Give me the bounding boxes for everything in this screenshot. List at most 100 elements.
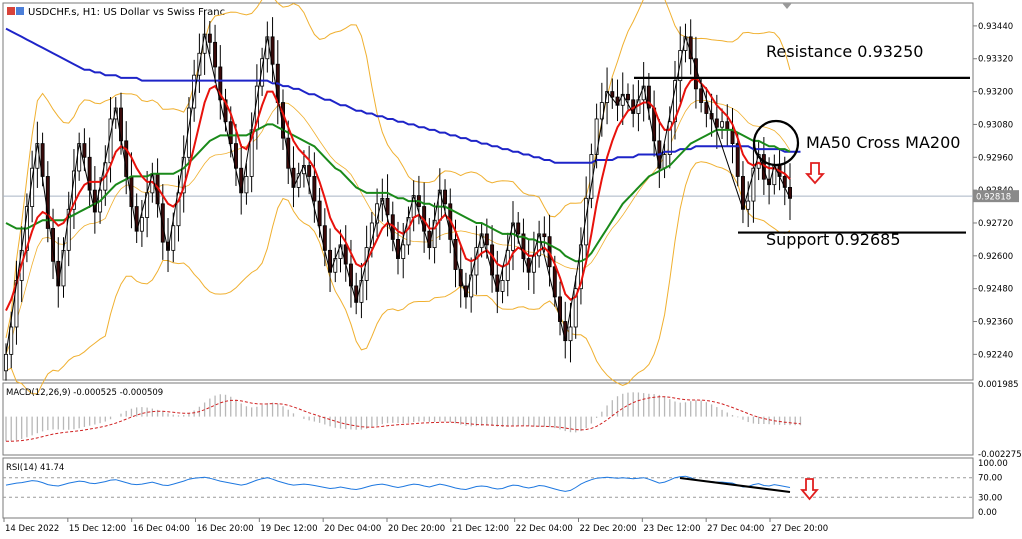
candle-body [244, 176, 249, 194]
chart-icon-blue[interactable] [16, 7, 24, 15]
price-tick-label: 0.92480 [978, 285, 1013, 295]
support-label: Support 0.92685 [766, 230, 901, 249]
price-tick-label: 0.92600 [978, 252, 1013, 262]
ma-cross-circle [752, 119, 800, 167]
candle-body [286, 137, 291, 169]
moving-averages [5, 27, 801, 312]
macd-panel[interactable] [2, 382, 974, 456]
candle-body [500, 280, 505, 292]
candle-body [788, 186, 792, 199]
rsi-tick-label: 70.00 [978, 474, 1002, 484]
candle-body [704, 102, 709, 114]
candle-body [9, 326, 14, 355]
main-price-panel[interactable] [2, 2, 974, 381]
time-tick-label: 21 Dec 12:00 [452, 524, 509, 534]
candle-body [228, 121, 233, 144]
macd-signal-line [5, 396, 801, 442]
candlesticks [4, 10, 792, 381]
time-tick-label: 27 Dec 04:00 [707, 524, 764, 534]
time-tick-label: 22 Dec 04:00 [516, 524, 573, 534]
price-tick-label: 0.92360 [978, 318, 1013, 328]
rsi-tick-label: 30.00 [978, 493, 1002, 503]
candle-body [443, 189, 448, 205]
candle-body [66, 208, 71, 251]
chart-icon-red[interactable] [7, 7, 15, 15]
support-resistance-lines[interactable] [634, 76, 970, 234]
candle-body [521, 233, 526, 259]
price-tick-label: 0.92720 [978, 219, 1013, 229]
candle-body [186, 107, 191, 158]
rsi-series: 100.00 70.00 30.00 0.00 [3, 459, 1008, 518]
rsi-panel[interactable] [2, 457, 974, 519]
candle-body [82, 143, 87, 158]
ma-cross-label: MA50 Cross MA200 [806, 133, 960, 152]
ma200-line [5, 27, 801, 164]
time-axis: 14 Dec 2022 15 Dec 12:00 16 Dec 04:00 16 De… [3, 518, 828, 534]
chart-shift-marker-icon[interactable] [782, 3, 792, 9]
current-price-label: 0.92818 [976, 193, 1011, 203]
candle-body [751, 167, 756, 202]
candle-body [359, 280, 364, 303]
candle-body [714, 118, 719, 128]
candle-body [207, 33, 212, 43]
time-tick-label: 22 Dec 20:00 [580, 524, 637, 534]
zigzag-line [5, 33, 791, 355]
candle-body [223, 99, 228, 123]
macd-tick-label: -0.002275 [978, 450, 1022, 460]
candle-body [213, 41, 218, 68]
candle-body [317, 200, 322, 227]
candle-body [265, 36, 270, 60]
candle-body [484, 233, 489, 246]
time-tick-label: 27 Dec 20:00 [771, 524, 828, 534]
rsi-sell-arrow-icon [800, 478, 819, 501]
candle-body [667, 121, 672, 155]
time-tick-label: 16 Dec 04:00 [133, 524, 190, 534]
ma-fast-line [5, 76, 791, 312]
toolbar-icons[interactable] [7, 7, 24, 15]
candle-body [218, 66, 223, 101]
rsi-tick-label: 0.00 [978, 508, 997, 518]
candle-body [516, 222, 521, 235]
price-axis-grid: 0.93440 0.93320 0.93200 0.93080 0.92960 0.928… [3, 22, 1019, 360]
time-tick-label: 16 Dec 20:00 [197, 524, 254, 534]
candle-body [35, 143, 40, 169]
candle-body [260, 58, 265, 87]
price-tick-label: 0.93200 [978, 88, 1013, 98]
candle-body [662, 154, 667, 169]
candle-body [479, 233, 484, 249]
candle-body [626, 93, 630, 101]
rsi-tick-label: 100.00 [978, 459, 1008, 469]
ma50-line [5, 123, 791, 263]
bollinger-upper-line [5, 0, 791, 339]
macd-series: 0.001985 -0.002275 [5, 380, 1022, 460]
time-tick-label: 15 Dec 12:00 [69, 524, 126, 534]
candle-body [725, 121, 730, 131]
price-tick-label: 0.93440 [978, 22, 1013, 32]
macd-tick-label: 0.001985 [978, 380, 1019, 390]
candle-body [192, 74, 197, 109]
current-price-box [973, 190, 1019, 203]
candle-body [746, 200, 751, 210]
bollinger-lower-line [5, 161, 791, 395]
sell-arrow-icon [804, 162, 826, 185]
time-tick-label: 20 Dec 20:00 [388, 524, 445, 534]
candle-body [401, 244, 406, 259]
candle-body [307, 165, 312, 177]
candle-body [385, 197, 390, 216]
chart-symbol-label: USDCHF.s, H1: US Dollar vs Swiss Franc [28, 7, 225, 18]
candle-body [584, 197, 589, 246]
price-tick-label: 0.93320 [978, 55, 1013, 65]
candle-body [673, 80, 677, 123]
candle-body [348, 263, 353, 287]
price-tick-label: 0.92240 [978, 350, 1013, 360]
candle-body [312, 176, 317, 202]
candle-body [610, 91, 615, 98]
time-tick-label: 14 Dec 2022 [5, 524, 59, 534]
rsi-label: RSI(14) 41.74 [6, 463, 64, 473]
time-tick-label: 20 Dec 04:00 [324, 524, 381, 534]
candle-body [699, 88, 704, 103]
time-tick-label: 23 Dec 12:00 [643, 524, 700, 534]
rsi-divergence-line [679, 477, 791, 493]
candle-body [139, 217, 144, 232]
